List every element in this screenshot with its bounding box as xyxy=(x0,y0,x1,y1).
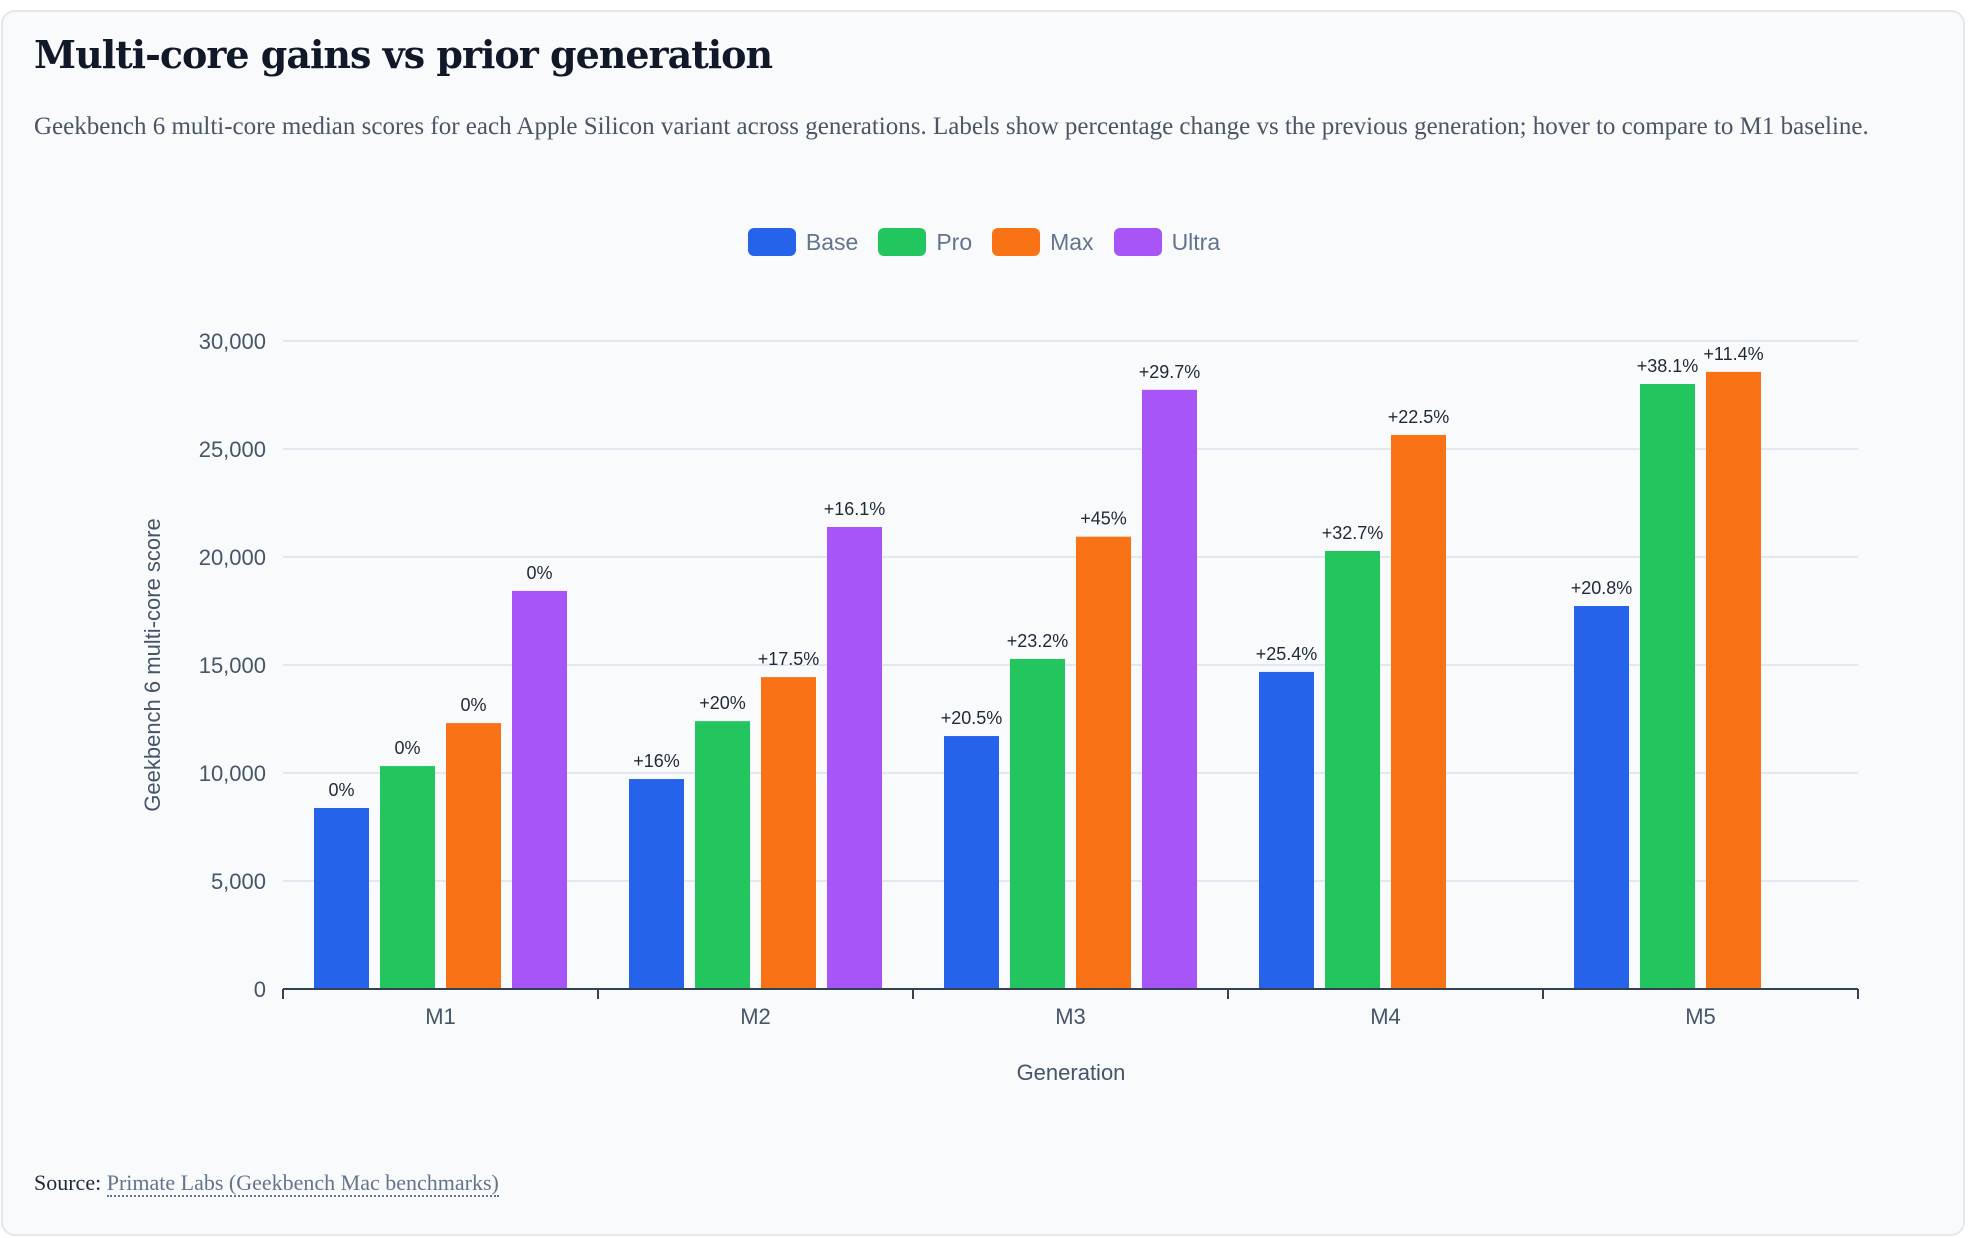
bar-base-m4[interactable] xyxy=(1259,671,1314,989)
bar-ultra-m2[interactable] xyxy=(827,526,882,989)
legend-swatch xyxy=(878,228,927,256)
bar-pro-m3[interactable] xyxy=(1010,658,1065,989)
bar-base-m5[interactable] xyxy=(1574,606,1629,989)
bar-data-label: +16% xyxy=(633,751,680,771)
chart-card xyxy=(1,10,1965,1236)
chart-subtitle: Geekbench 6 multi-core median scores for… xyxy=(34,113,1869,140)
legend-swatch xyxy=(747,228,796,256)
bar-data-label: +20.5% xyxy=(941,708,1003,728)
bar-base-m1[interactable] xyxy=(314,807,369,989)
y-axis-title: Geekbench 6 multi-core score xyxy=(140,518,165,811)
y-tick-label: 30,000 xyxy=(199,329,266,354)
bar-base-m2[interactable] xyxy=(629,779,684,989)
x-tick-label: M3 xyxy=(1055,1004,1086,1029)
bar-data-label: +38.1% xyxy=(1637,356,1699,376)
legend-swatch xyxy=(992,228,1041,256)
bar-data-label: +29.7% xyxy=(1139,362,1201,382)
legend-item-pro[interactable]: Pro xyxy=(878,228,972,256)
bar-data-label: +45% xyxy=(1080,509,1127,529)
legend-item-max[interactable]: Max xyxy=(992,228,1094,256)
chart-title: Multi-core gains vs prior generation xyxy=(34,32,773,77)
y-tick-label: 20,000 xyxy=(199,545,266,570)
x-axis-title: Generation xyxy=(1017,1060,1126,1085)
y-tick-label: 0 xyxy=(254,977,266,1002)
y-tick-label: 15,000 xyxy=(199,653,266,678)
bar-data-label: +25.4% xyxy=(1256,644,1318,664)
bar-data-label: 0% xyxy=(526,563,552,583)
bar-data-label: +11.4% xyxy=(1703,344,1763,364)
x-tick-label: M4 xyxy=(1370,1004,1401,1029)
bar-data-label: 0% xyxy=(394,738,420,758)
bar-max-m1[interactable] xyxy=(446,723,501,989)
y-tick-label: 10,000 xyxy=(199,761,266,786)
bars xyxy=(314,371,1761,990)
y-tick-label: 5,000 xyxy=(211,869,266,894)
y-axis-ticks: 0 5,000 10,000 15,000 20,000 25,000 30,000 xyxy=(199,329,266,1002)
bar-pro-m5[interactable] xyxy=(1640,383,1695,989)
bar-data-label: 0% xyxy=(460,695,486,715)
legend-item-ultra[interactable]: Ultra xyxy=(1113,228,1221,256)
bar-data-label: +23.2% xyxy=(1007,631,1069,651)
legend-label: Max xyxy=(1050,228,1094,255)
bar-labels: 0% 0% 0% 0% +16% +20% +17.5% +16.1% +20.5% +23.2%… xyxy=(328,344,1763,800)
bar-pro-m4[interactable] xyxy=(1325,550,1380,989)
x-axis: M1 M2 M3 M4 M5 xyxy=(282,988,1859,1029)
source-link[interactable]: Primate Labs (Geekbench Mac benchmarks) xyxy=(106,1170,499,1197)
bar-pro-m2[interactable] xyxy=(695,721,750,989)
bar-data-label: +20.8% xyxy=(1571,578,1633,598)
legend: Base Pro Max Ultra xyxy=(0,228,1968,256)
x-tick-label: M1 xyxy=(425,1004,456,1029)
bar-pro-m1[interactable] xyxy=(380,766,435,989)
bar-data-label: +20% xyxy=(699,693,746,713)
bar-ultra-m3[interactable] xyxy=(1142,389,1197,989)
bar-max-m4[interactable] xyxy=(1391,434,1446,990)
bar-ultra-m1[interactable] xyxy=(512,590,567,989)
x-tick-label: M5 xyxy=(1685,1004,1716,1029)
bar-base-m3[interactable] xyxy=(944,736,999,989)
x-tick-label: M2 xyxy=(740,1004,771,1029)
bar-data-label: +22.5% xyxy=(1388,407,1450,427)
bar-data-label: +32.7% xyxy=(1322,523,1384,543)
bar-data-label: +16.1% xyxy=(824,499,886,519)
legend-item-base[interactable]: Base xyxy=(747,228,859,256)
bar-max-m2[interactable] xyxy=(761,677,816,989)
bar-max-m5[interactable] xyxy=(1706,371,1761,989)
bar-data-label: 0% xyxy=(328,780,354,800)
legend-swatch xyxy=(1113,228,1162,256)
bar-data-label: +17.5% xyxy=(758,649,820,669)
legend-label: Base xyxy=(805,228,859,255)
legend-label: Pro xyxy=(936,228,973,255)
bar-max-m3[interactable] xyxy=(1076,536,1131,989)
source-prefix: Source: xyxy=(34,1170,102,1195)
source-line: Source: Primate Labs (Geekbench Mac benc… xyxy=(34,1170,499,1197)
legend-label: Ultra xyxy=(1171,228,1221,255)
y-tick-label: 25,000 xyxy=(199,437,266,462)
